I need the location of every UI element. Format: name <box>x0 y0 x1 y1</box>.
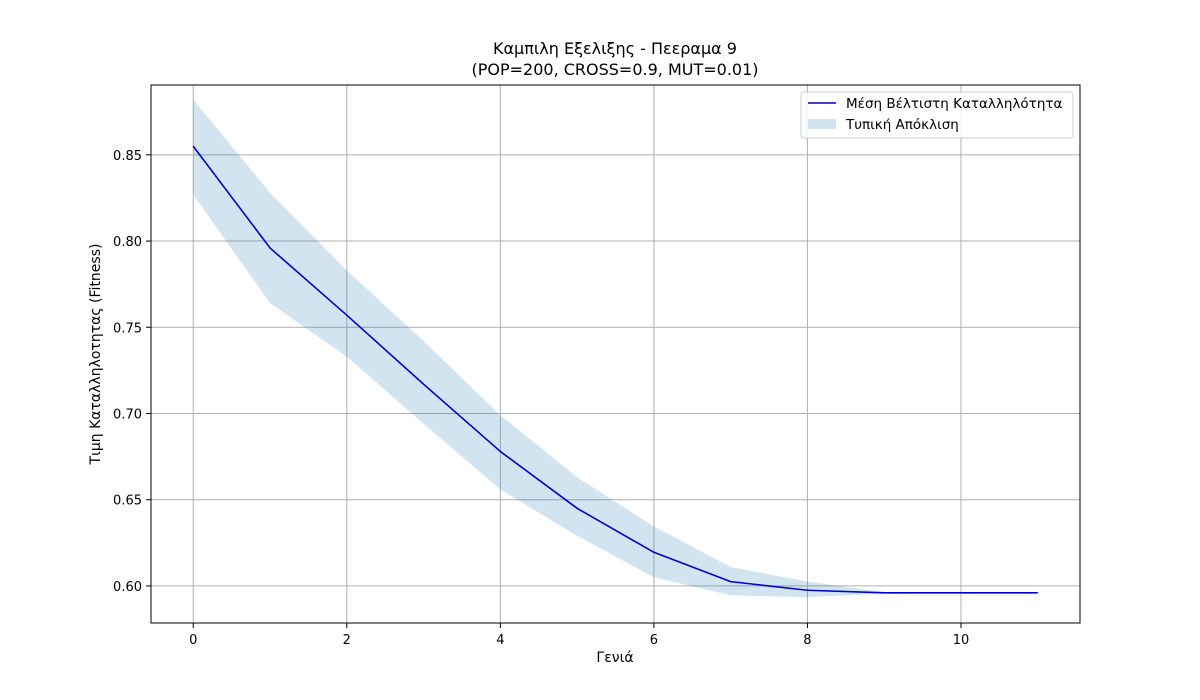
y-tick-label: 0.65 <box>113 494 142 509</box>
std-band-layer <box>193 99 1038 598</box>
x-tick-label: 0 <box>189 633 197 648</box>
grid-lines <box>151 85 1080 623</box>
legend-box <box>800 91 1074 139</box>
legend-label-mean: Μέση Βέλτιστη Καταλληλότητα <box>846 96 1062 112</box>
y-tick-label: 0.85 <box>113 149 142 164</box>
y-tick-label: 0.80 <box>113 235 142 250</box>
std-deviation-band <box>193 99 1038 598</box>
chart-title: Καμπιλη Εξελιξης - Πεεραμα 9 <box>493 39 737 58</box>
series-layer <box>192 145 1038 594</box>
axis-ticks: 0 2 4 6 8 10 0.60 0.65 0.70 0.75 0.80 0.85 <box>113 149 969 648</box>
y-tick-label: 0.60 <box>113 580 142 595</box>
x-tick-label: 6 <box>650 633 658 648</box>
legend-label-std: Τυπική Απόκλιση <box>845 117 959 133</box>
x-axis-label: Γενιά <box>596 650 633 666</box>
y-tick-label: 0.70 <box>113 407 142 422</box>
legend-band-swatch <box>808 119 836 129</box>
x-tick-label: 8 <box>803 633 811 648</box>
legend: Μέση Βέλτιστη Καταλληλότητα Τυπική Απόκλ… <box>800 91 1074 139</box>
x-tick-label: 2 <box>343 633 351 648</box>
x-tick-label: 4 <box>496 633 504 648</box>
y-axis-label: Τιμη Καταλληλοτητας (Fitness) <box>88 244 104 466</box>
plot-frame <box>150 84 1081 624</box>
mean-fitness-line <box>192 145 1038 594</box>
chart-subtitle: (POP=200, CROSS=0.9, MUT=0.01) <box>471 60 758 79</box>
x-tick-label: 10 <box>953 633 970 648</box>
y-tick-label: 0.75 <box>113 321 142 336</box>
